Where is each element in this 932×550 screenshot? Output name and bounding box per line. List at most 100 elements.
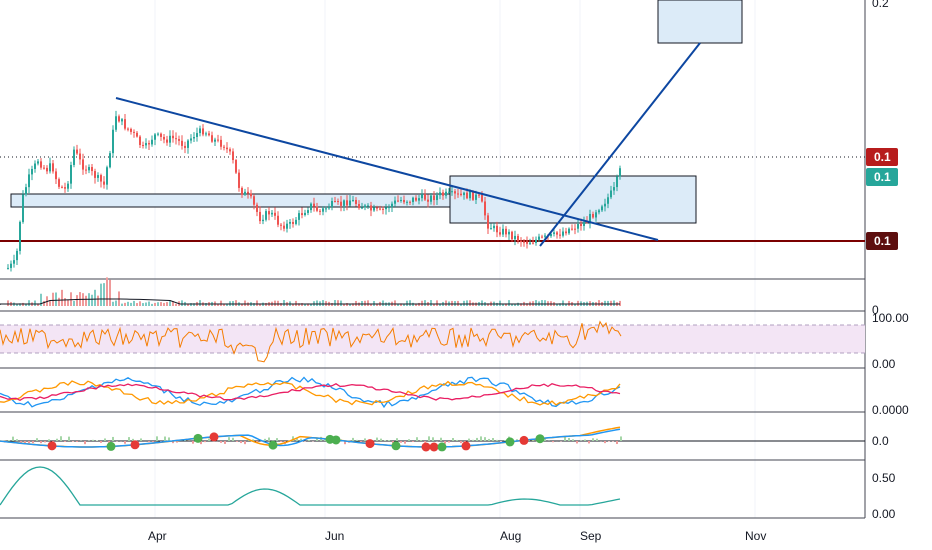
volume-bar	[19, 303, 21, 306]
candle-body	[235, 160, 237, 173]
volume-bar	[127, 301, 129, 306]
candle-body	[127, 128, 129, 130]
macd-hist-bar	[148, 441, 150, 443]
macd-hist-bar	[152, 441, 154, 443]
candle-body	[70, 164, 72, 184]
candle-body	[436, 195, 438, 201]
candle-body	[94, 171, 96, 178]
candle-body	[322, 208, 324, 212]
macd-hist-bar	[44, 441, 46, 443]
consolidation-zone-box[interactable]	[449, 175, 697, 224]
volume-bar	[16, 303, 18, 306]
volume-bar	[142, 303, 144, 306]
macd-hist-bar	[32, 441, 34, 443]
macd-hist-bar	[408, 439, 410, 441]
candle-body	[301, 213, 303, 216]
macd-hist-bar	[264, 438, 266, 441]
macd-hist-bar	[544, 437, 546, 441]
macd-hist-bar	[388, 440, 390, 441]
volume-bar	[394, 300, 396, 306]
downtrend-line[interactable]	[115, 97, 659, 241]
candle-body	[37, 161, 39, 164]
candle-body	[172, 135, 174, 139]
volume-bar	[151, 303, 153, 306]
candle-body	[229, 149, 231, 152]
candle-body	[475, 194, 477, 200]
candle-body	[292, 221, 294, 224]
volume-bar	[337, 300, 339, 306]
candle-body	[376, 207, 378, 209]
candle-body	[181, 140, 183, 146]
volume-bar	[487, 303, 489, 306]
price-tag-bg	[866, 232, 898, 250]
macd-hist-bar	[308, 439, 310, 441]
volume-bar	[403, 303, 405, 306]
candle-body	[415, 197, 417, 201]
volume-bar	[433, 303, 435, 306]
volume-bar	[610, 300, 612, 306]
macd-hist-bar	[40, 441, 42, 444]
target-zone-box[interactable]	[657, 0, 743, 44]
candle-body	[337, 201, 339, 203]
candle-body	[112, 129, 114, 154]
volume-bar	[382, 300, 384, 306]
volume-bar	[463, 300, 465, 306]
time-axis-label: Sep	[580, 529, 602, 543]
volume-bar	[157, 302, 159, 306]
price-tag-label: 0.1	[874, 150, 891, 164]
volume-pane	[0, 277, 621, 306]
volume-bar	[187, 303, 189, 306]
volume-bar	[340, 300, 342, 306]
volume-bar	[307, 303, 309, 306]
candle-body	[478, 194, 480, 196]
price-tag-dark: 0.1	[866, 232, 898, 250]
volume-bar	[352, 303, 354, 306]
macd-hist-bar	[16, 439, 18, 441]
volume-bar	[190, 303, 192, 306]
candle-body	[163, 136, 165, 140]
candle-body	[397, 200, 399, 202]
candle-body	[451, 191, 453, 193]
macd-hist-bar	[392, 441, 394, 444]
volume-bar	[130, 302, 132, 306]
breakout-projection-line[interactable]	[539, 42, 701, 247]
volume-bar	[370, 303, 372, 306]
candle-body	[16, 250, 18, 261]
candle-body	[400, 199, 402, 201]
candle-body	[421, 194, 423, 199]
macd-hist-bar	[592, 438, 594, 441]
candle-body	[22, 194, 24, 222]
volume-bar	[172, 301, 174, 306]
candle-body	[319, 210, 321, 212]
candle-body	[325, 208, 327, 210]
volume-bar	[283, 300, 285, 306]
candle-body	[289, 221, 291, 224]
volume-bar	[430, 300, 432, 306]
volume-bar	[565, 303, 567, 306]
candle-body	[13, 260, 15, 264]
candle-body	[457, 193, 459, 195]
volume-bar	[73, 300, 75, 306]
candle-body	[418, 198, 420, 201]
candle-body	[490, 228, 492, 230]
volume-bar	[139, 301, 141, 306]
volume-bar	[400, 303, 402, 306]
volume-bar	[193, 303, 195, 306]
candle-body	[286, 223, 288, 229]
macd-hist-bar	[604, 441, 606, 444]
time-axis-label: Jun	[325, 529, 344, 543]
rsi-line	[0, 320, 622, 363]
macd-hist-bar	[236, 441, 238, 442]
candle-body	[463, 192, 465, 196]
volume-bar	[364, 300, 366, 306]
candle-body	[166, 139, 168, 143]
candle-body	[43, 167, 45, 169]
candle-body	[52, 163, 54, 172]
candle-body	[616, 176, 618, 188]
candle-body	[361, 207, 363, 209]
volume-bar	[25, 303, 27, 306]
price-tick-label: 0.2	[872, 0, 889, 10]
volume-bar	[61, 289, 63, 306]
macd-cross-marker	[130, 440, 140, 450]
